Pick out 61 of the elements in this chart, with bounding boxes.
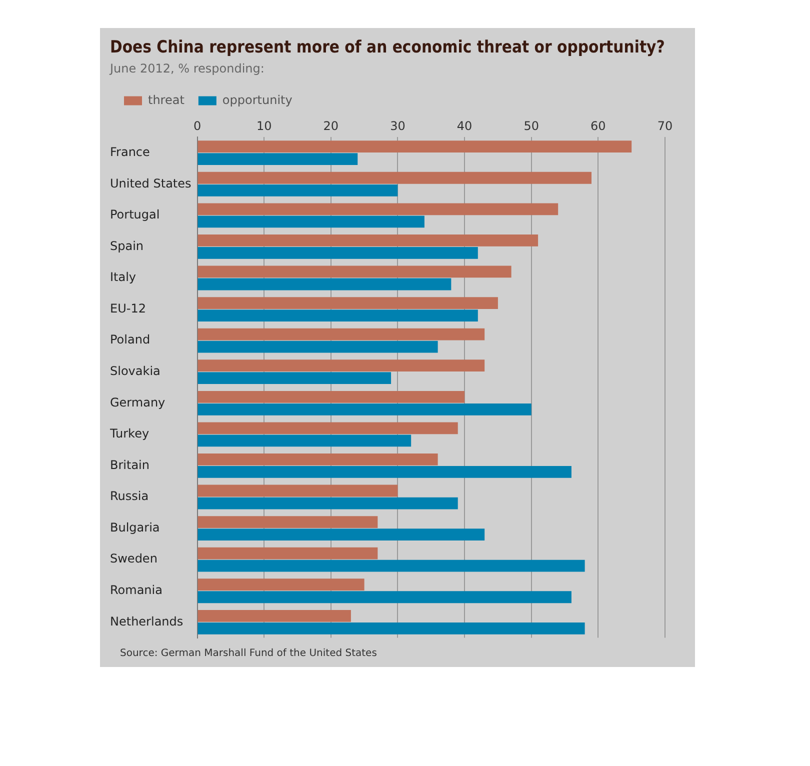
x-tick-label: 40 (456, 119, 472, 134)
source-note: Source: German Marshall Fund of the United States (119, 648, 378, 659)
bar (198, 247, 478, 259)
y-tick-label: Spain (110, 238, 144, 253)
bar (198, 610, 351, 622)
bar (198, 266, 512, 278)
y-tick-label: United States (110, 176, 192, 190)
bar (198, 216, 424, 228)
y-tick-label: EU-12 (110, 301, 146, 316)
legend-label: opportunity (222, 92, 292, 107)
bar (198, 184, 398, 196)
bar (198, 560, 585, 572)
x-tick-label: 30 (390, 119, 406, 134)
x-tick-label: 10 (256, 119, 272, 134)
bar (198, 172, 592, 184)
legend-label: threat (148, 92, 185, 107)
bar (198, 547, 378, 560)
bar (198, 403, 532, 416)
bar (198, 497, 458, 510)
y-tick-label: Portugal (110, 208, 160, 222)
bar (198, 578, 364, 591)
y-tick-label: Italy (110, 270, 136, 284)
x-tick-label: 60 (590, 119, 606, 134)
x-tick-label: 50 (524, 119, 539, 134)
bar (198, 153, 358, 166)
bar (198, 310, 478, 322)
bar (198, 622, 585, 634)
bar (198, 484, 398, 497)
bar (198, 234, 538, 246)
y-tick-label: Turkey (109, 426, 150, 441)
bar (198, 454, 438, 466)
y-tick-label: Netherlands (110, 614, 184, 628)
bar (198, 328, 485, 340)
chart-subtitle: June 2012, % responding: (109, 62, 264, 76)
bar (198, 528, 485, 540)
bar (198, 340, 438, 353)
bar (198, 466, 572, 478)
bar (198, 360, 485, 372)
bar (198, 591, 572, 604)
y-tick-label: Bulgaria (110, 520, 160, 534)
y-tick-label: Slovakia (110, 364, 160, 378)
y-tick-label: Poland (110, 332, 150, 347)
y-tick-label: Germany (110, 395, 166, 410)
chart-title: Does China represent more of an economic threat or opportunity? (110, 36, 665, 57)
y-tick-label: Romania (110, 582, 162, 597)
x-tick-label: 20 (323, 119, 339, 134)
bar (198, 422, 458, 434)
bar (198, 140, 632, 153)
x-tick-label: 0 (193, 119, 202, 134)
bar (198, 372, 392, 384)
y-tick-label: Sweden (110, 552, 158, 566)
bar (198, 203, 558, 216)
bar (198, 297, 498, 309)
y-tick-label: France (110, 144, 150, 159)
y-tick-label: Russia (110, 489, 149, 504)
y-tick-label: Britain (110, 458, 150, 472)
bar (198, 516, 378, 528)
bar (198, 434, 412, 447)
x-tick-label: 70 (657, 119, 673, 134)
bar (198, 390, 465, 403)
bar (198, 278, 452, 290)
